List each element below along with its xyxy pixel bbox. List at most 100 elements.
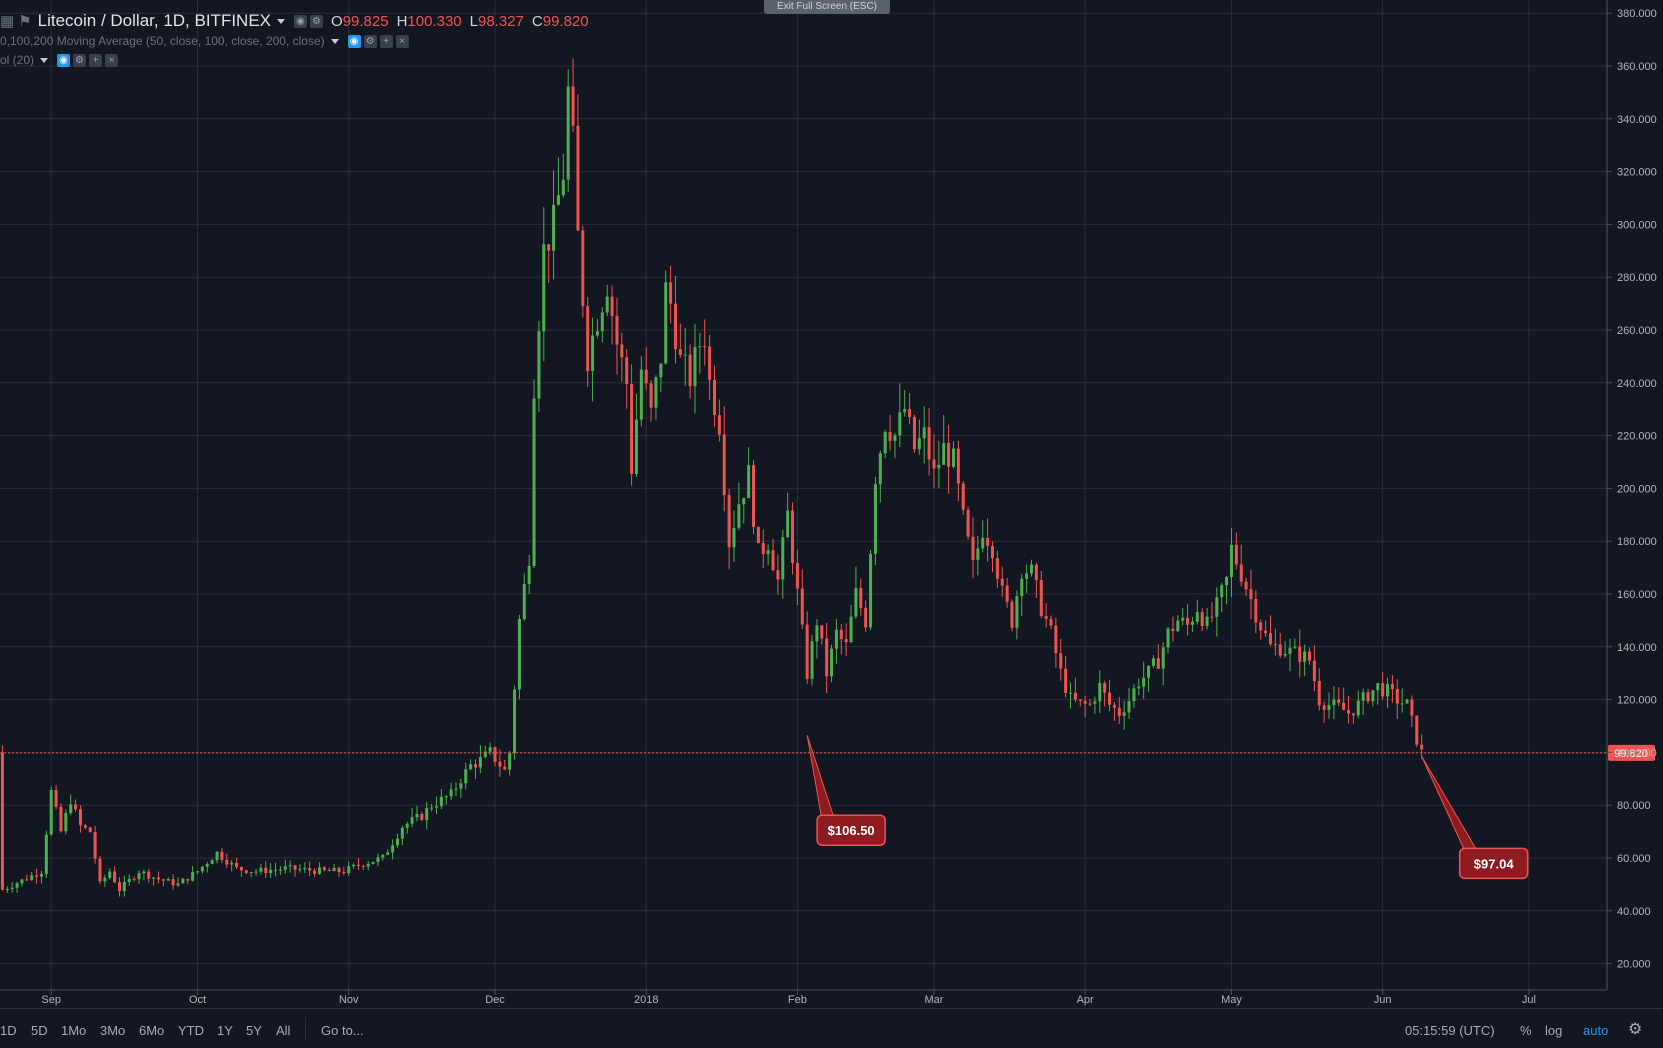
utc-clock[interactable]: 05:15:59 (UTC) xyxy=(1405,1023,1495,1038)
candle-body xyxy=(781,537,785,580)
range-1mo-button[interactable]: 1Mo xyxy=(61,1023,87,1038)
indicator-moving-average[interactable]: 0,100,200 Moving Average (50, close, 100… xyxy=(0,34,409,48)
range-5d-button[interactable]: 5D xyxy=(31,1023,48,1038)
x-tick-label: Mar xyxy=(924,994,943,1006)
candle-body xyxy=(912,416,916,450)
candle-body xyxy=(1103,682,1107,693)
candle-body xyxy=(503,766,507,770)
candle-body xyxy=(317,867,321,874)
candle-body xyxy=(337,867,341,873)
candle-body xyxy=(1210,616,1214,618)
plus-icon[interactable]: + xyxy=(379,34,393,48)
range-5y-button[interactable]: 5Y xyxy=(246,1023,262,1038)
indicator-volume[interactable]: ol (20) ◉ ⚙ + × xyxy=(0,53,119,67)
gear-icon[interactable]: ⚙ xyxy=(1628,1021,1643,1038)
candle-body xyxy=(117,882,122,892)
eye-icon[interactable]: ◉ xyxy=(294,14,308,28)
price-chart[interactable]: 99.820 20.000 40.000 60.000 80.000 100.000 12… xyxy=(0,0,1663,1008)
candle-body xyxy=(1254,598,1258,623)
plus-icon[interactable]: + xyxy=(89,53,103,67)
ohlc-high-value: 100.330 xyxy=(407,12,462,30)
candle-body xyxy=(434,806,439,808)
candle-body xyxy=(1108,692,1112,705)
percent-scale-toggle[interactable]: % xyxy=(1520,1023,1532,1038)
candle-body xyxy=(361,865,365,867)
candle-body xyxy=(1166,628,1170,648)
chevron-down-icon[interactable] xyxy=(330,38,339,44)
range-6mo-button[interactable]: 6Mo xyxy=(139,1023,165,1038)
close-icon[interactable]: × xyxy=(105,53,119,67)
legend-grip-icon[interactable]: ▦ xyxy=(0,13,15,30)
log-scale-toggle[interactable]: log xyxy=(1545,1023,1563,1038)
candle-body xyxy=(108,871,112,878)
candle-body xyxy=(712,379,717,416)
candle-body xyxy=(854,587,858,617)
candle-body xyxy=(693,347,697,387)
candle-body xyxy=(215,851,219,861)
chevron-down-icon[interactable] xyxy=(277,18,286,24)
symbol-title[interactable]: Litecoin / Dollar, 1D, BITFINEX xyxy=(37,11,272,30)
goto-date-button[interactable]: Go to... xyxy=(321,1023,364,1038)
candle-body xyxy=(1015,596,1019,628)
candle-body xyxy=(844,639,848,643)
candle-body xyxy=(1137,686,1141,689)
last-price-tag[interactable] xyxy=(1608,744,1655,761)
candle-body xyxy=(1093,701,1097,704)
candle-body xyxy=(10,887,14,890)
candle-body xyxy=(591,335,595,372)
candle-body xyxy=(1371,690,1375,702)
candle-body xyxy=(1366,692,1370,702)
range-3mo-button[interactable]: 3Mo xyxy=(100,1023,126,1038)
range-1y-button[interactable]: 1Y xyxy=(217,1023,233,1038)
settings-icon[interactable]: ⚙ xyxy=(73,53,87,67)
candle-body xyxy=(1347,710,1351,714)
chevron-down-icon[interactable] xyxy=(40,57,49,63)
candle-body xyxy=(561,179,565,196)
candle-body xyxy=(556,195,560,205)
candle-body xyxy=(956,448,960,484)
candle-body xyxy=(1268,633,1272,645)
auto-scale-toggle[interactable]: auto xyxy=(1583,1023,1609,1038)
callout-box[interactable] xyxy=(1458,847,1529,880)
candle-body xyxy=(171,879,175,886)
candle-body xyxy=(1273,644,1277,646)
candle-body xyxy=(1361,692,1365,701)
ohlc-low-value: 98.327 xyxy=(478,12,524,30)
candle-body xyxy=(1415,715,1419,745)
range-1d-button[interactable]: 1D xyxy=(0,1023,17,1038)
close-icon[interactable]: × xyxy=(395,34,409,48)
candle-body xyxy=(288,865,292,867)
y-tick-label: 380.000 xyxy=(1617,8,1657,20)
candle-body xyxy=(1000,578,1004,586)
range-ytd-button[interactable]: YTD xyxy=(178,1023,204,1038)
candle-body xyxy=(522,583,526,620)
candle-body xyxy=(659,363,663,378)
symbol-flag-icon: ⚑ xyxy=(18,13,32,30)
callout-box[interactable] xyxy=(816,814,886,846)
candle-body xyxy=(688,354,692,387)
candle-body xyxy=(810,641,814,679)
candle-body xyxy=(922,427,926,439)
candle-body xyxy=(20,879,24,884)
candle-body xyxy=(634,419,638,474)
candle-body xyxy=(1283,653,1287,656)
candle-body xyxy=(1234,544,1238,565)
eye-icon[interactable]: ◉ xyxy=(347,34,361,48)
candle-body xyxy=(834,629,838,649)
settings-icon[interactable]: ⚙ xyxy=(310,14,324,28)
candle-body xyxy=(566,86,570,180)
candle-body xyxy=(1390,683,1394,690)
candle-body xyxy=(1034,564,1038,580)
candle-body xyxy=(527,565,531,584)
exit-fullscreen-button[interactable]: Exit Full Screen (ESC) xyxy=(764,0,890,14)
candle-body xyxy=(1356,700,1360,716)
candle-body xyxy=(0,752,4,890)
candle-body xyxy=(888,431,892,441)
settings-icon[interactable]: ⚙ xyxy=(363,34,377,48)
candle-body xyxy=(766,550,770,555)
range-all-button[interactable]: All xyxy=(276,1023,291,1038)
candle-body xyxy=(1088,703,1092,705)
y-tick-label: 260.000 xyxy=(1617,325,1657,337)
eye-icon[interactable]: ◉ xyxy=(57,53,71,67)
candle-body xyxy=(1020,578,1024,597)
